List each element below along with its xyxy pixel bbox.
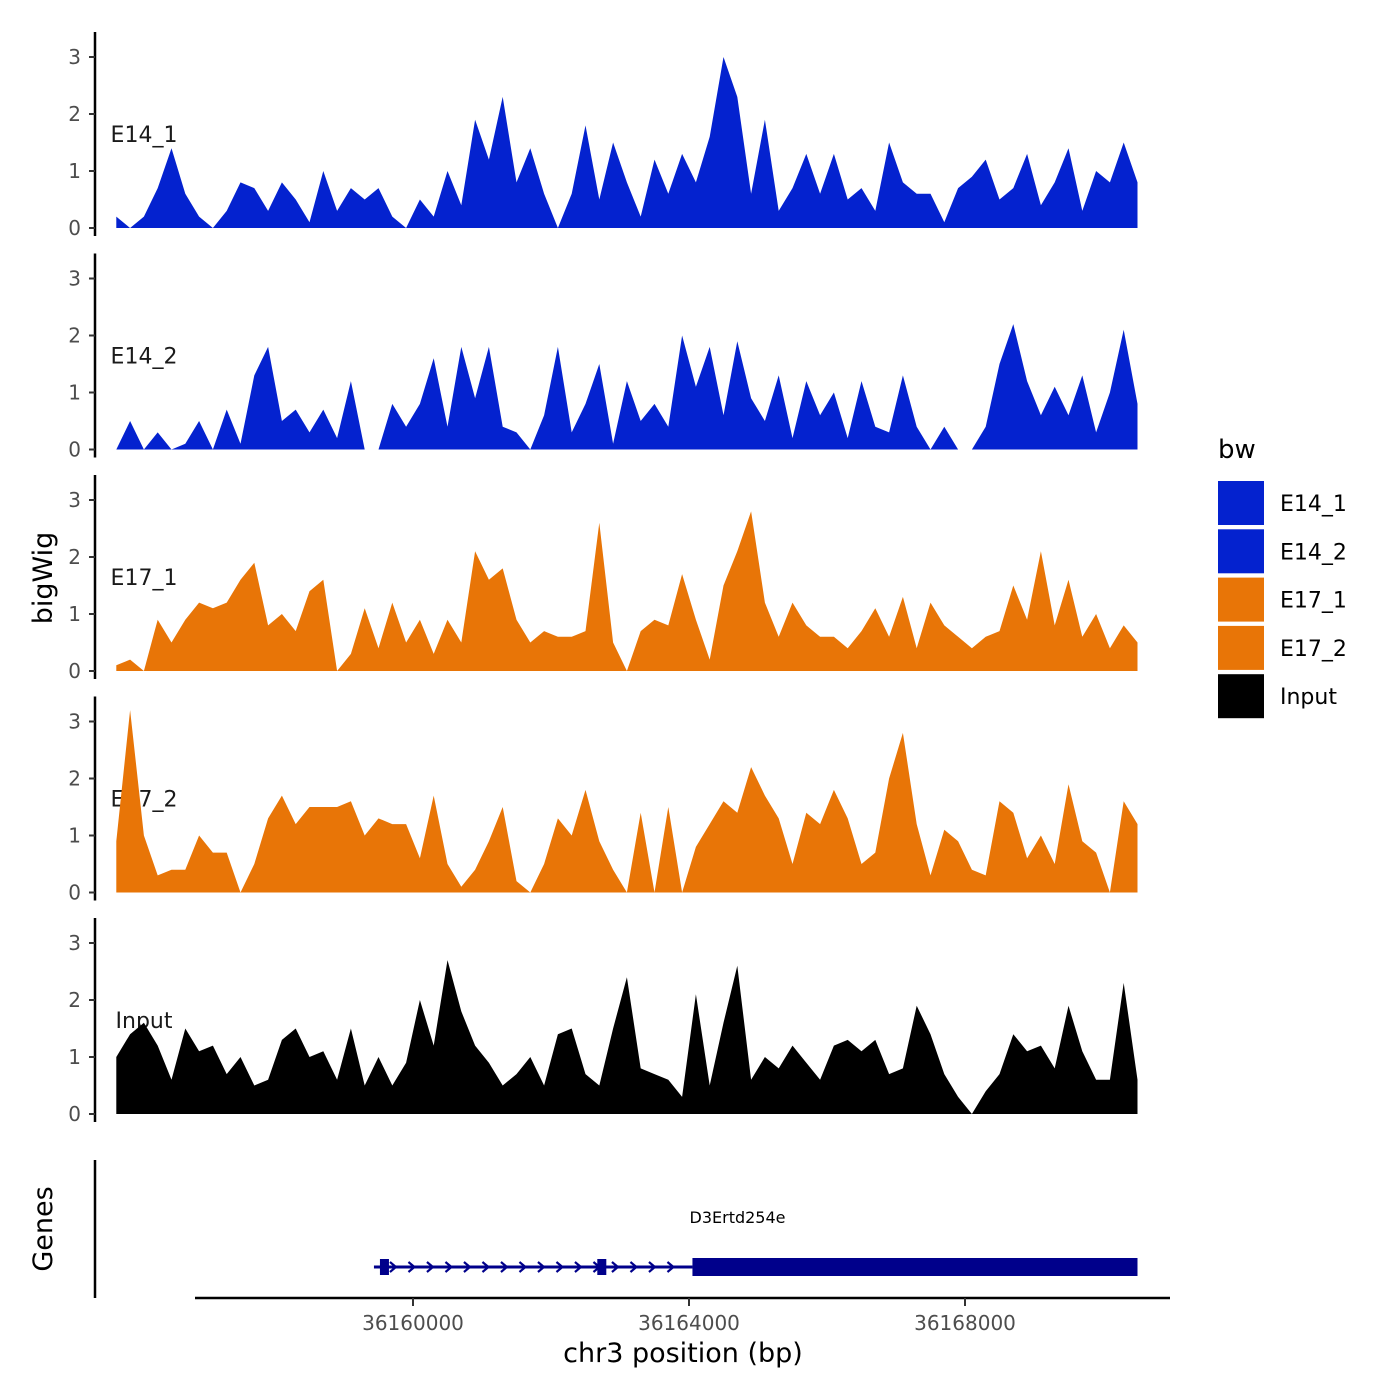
strand-arrow [407, 1261, 417, 1273]
legend-swatch [1218, 481, 1264, 525]
y-tick-label: 2 [68, 102, 81, 126]
legend: bw E14_1 E14_2 E17_1 E17_2 Input [1218, 435, 1347, 719]
legend-label: E14_2 [1280, 540, 1347, 565]
y-tick-label: 1 [68, 1045, 81, 1069]
x-tick-label: 36160000 [362, 1311, 464, 1335]
legend-label: E17_2 [1280, 637, 1347, 662]
track-e17-1: 0 1 2 3 E17_1 [68, 475, 1138, 683]
strand-arrow [537, 1261, 546, 1273]
y-axis-title: bigWig [28, 532, 59, 625]
y-tick-label: 1 [68, 602, 81, 626]
gene-utr-block [692, 1258, 1138, 1276]
track-label: E17_1 [111, 566, 178, 591]
strand-arrow [500, 1261, 509, 1273]
y-tick-label: 3 [68, 931, 81, 955]
track-label: E14_1 [111, 123, 178, 148]
legend-swatch [1218, 625, 1264, 670]
genes-panel: Genes D3Ertd254e [28, 1160, 1138, 1298]
strand-arrow [574, 1261, 583, 1273]
y-tick-label: 3 [68, 45, 81, 69]
legend-title: bw [1218, 435, 1256, 465]
track-panels: 0123E14_10123E14_20123E17_10123E17_20123… [68, 32, 1138, 1126]
y-tick-label: 3 [68, 488, 81, 512]
strand-arrow [555, 1261, 565, 1273]
gene-model: D3Ertd254e [373, 1208, 1138, 1276]
x-tick-label: 36168000 [914, 1311, 1016, 1335]
signal-area-input [116, 960, 1138, 1114]
strand-arrow [481, 1261, 491, 1273]
y-tick-label: 1 [68, 159, 81, 183]
y-tick-label: 2 [68, 324, 81, 348]
y-tick-label: 1 [68, 824, 81, 848]
y-tick-label: 2 [68, 988, 81, 1012]
signal-area-e17-1 [116, 511, 1138, 671]
y-tick-label: 0 [68, 1102, 81, 1126]
strand-arrow [444, 1261, 454, 1273]
signal-area-e17-2 [116, 710, 1138, 893]
strand-arrow [666, 1261, 676, 1273]
strand-arrow [611, 1261, 620, 1273]
track-label: E14_2 [111, 345, 178, 370]
legend-swatch [1218, 577, 1264, 622]
legend-label: E14_1 [1280, 492, 1347, 517]
track-e14-1: 0 1 2 3 E14_1 [68, 32, 1138, 240]
legend-label: Input [1280, 685, 1337, 710]
y-tick-label: 3 [68, 710, 81, 734]
y-tick-label: 0 [68, 216, 81, 240]
y-tick-label: 2 [68, 767, 81, 791]
strand-arrow [389, 1261, 398, 1273]
y-tick-label: 1 [68, 381, 81, 405]
signal-area-e14-2 [116, 324, 1138, 450]
gene-exon [379, 1259, 389, 1275]
legend-label: E17_1 [1280, 589, 1347, 614]
y-tick-label: 2 [68, 545, 81, 569]
strand-arrow [426, 1261, 435, 1273]
signal-area-e14-1 [116, 57, 1138, 228]
y-tick-label: 3 [68, 267, 81, 291]
strand-arrow [518, 1261, 528, 1273]
legend-swatch [1218, 674, 1264, 719]
legend-swatch [1218, 529, 1264, 574]
y-tick-label: 0 [68, 659, 81, 683]
genes-axis-title: Genes [28, 1186, 59, 1271]
strand-arrow [629, 1261, 639, 1273]
gene-exon [597, 1259, 607, 1275]
track-e14-2: 0 1 2 3 E14_2 [68, 253, 1138, 462]
gene-label: D3Ertd254e [690, 1208, 786, 1227]
x-axis: 36160000 36164000 36168000 [195, 1296, 1170, 1335]
strand-arrow [463, 1261, 472, 1273]
strand-arrow [648, 1261, 657, 1273]
x-tick-label: 36164000 [638, 1311, 740, 1335]
y-tick-label: 0 [68, 438, 81, 462]
y-tick-label: 0 [68, 881, 81, 905]
x-axis-title: chr3 position (bp) [563, 1338, 803, 1369]
